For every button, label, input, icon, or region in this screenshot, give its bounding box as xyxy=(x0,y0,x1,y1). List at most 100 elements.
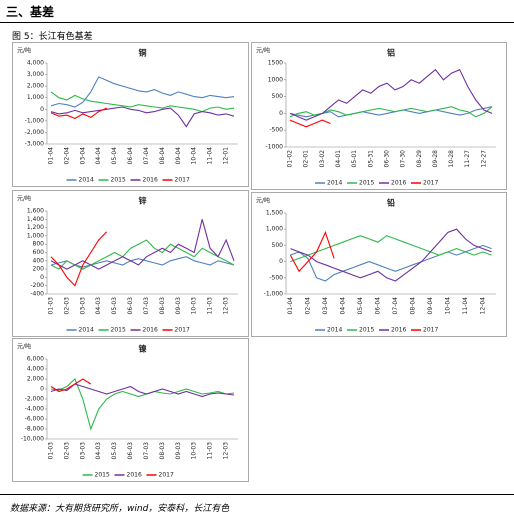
x-tick-label: 07-03 xyxy=(143,297,150,315)
y-tick-label: -8,000 xyxy=(25,426,45,433)
x-tick-label: 01-04 xyxy=(47,147,54,165)
x-tick-label: 06-03 xyxy=(127,297,134,315)
legend-label: 2014 xyxy=(79,327,94,334)
series-line xyxy=(50,239,235,270)
chart-title: 铅 xyxy=(386,198,395,208)
legend-label: 2015 xyxy=(359,180,374,187)
y-tick-label: 0 xyxy=(279,258,283,265)
footer-rule xyxy=(0,494,514,495)
x-tick-label: 07-04 xyxy=(392,297,399,315)
x-tick-label: 11-04 xyxy=(462,297,469,315)
y-tick-label: 4,000 xyxy=(27,60,44,67)
series-line xyxy=(50,106,235,128)
legend-label: 2017 xyxy=(423,180,438,187)
y-axis-label: 元/吨 xyxy=(17,343,31,351)
y-tick-label: -1,000 xyxy=(25,117,45,124)
chart: 铅 元/吨 -1,000 -500 0 500 1,000 1,500 01-04 02-04 03… xyxy=(256,197,496,334)
y-tick-label: 1,000 xyxy=(27,94,44,101)
x-tick-label: 03-03 xyxy=(79,297,86,315)
x-tick-label: 12-04 xyxy=(479,297,486,315)
legend-label: 2016 xyxy=(143,177,158,184)
x-tick-label: 12-03 xyxy=(223,442,230,460)
series-line xyxy=(50,256,235,268)
series-line xyxy=(289,68,493,121)
y-tick-label: -200 xyxy=(30,282,44,289)
series-line xyxy=(290,235,492,263)
y-tick-label: 1,000 xyxy=(27,232,44,239)
x-tick-label: 10-03 xyxy=(191,297,198,315)
legend-label: 2015 xyxy=(359,327,374,334)
x-tick-label: 06-30 xyxy=(383,150,390,168)
series-line xyxy=(289,230,335,273)
y-axis-label: 元/吨 xyxy=(256,197,270,205)
y-tick-label: 6,000 xyxy=(27,356,44,363)
y-tick-label: -500 xyxy=(269,274,283,281)
y-tick-label: -4,000 xyxy=(25,406,45,413)
y-tick-label: 2,000 xyxy=(27,376,44,383)
y-tick-label: 500 xyxy=(272,93,284,100)
header-rule xyxy=(0,22,514,23)
chart: 铜 元/吨 -3,000 -2,000 -1,000 0 1,000 2,000 3,000 4,… xyxy=(17,47,238,184)
panel: 铅 元/吨 -1,000 -500 0 500 1,000 1,500 01-04 02-04 03… xyxy=(251,192,507,337)
x-tick-label: 07-03 xyxy=(143,442,150,460)
x-tick-label: 12-27 xyxy=(480,150,487,168)
chart-title: 铜 xyxy=(139,48,147,58)
x-tick-label: 04-01 xyxy=(335,150,342,168)
x-tick-label: 09-04 xyxy=(427,297,434,315)
x-tick-label: 05-04 xyxy=(111,147,118,165)
legend-label: 2016 xyxy=(391,327,406,334)
panel: 铝 元/吨 -1000 -500 0 500 1000 1500 01-02 02-01 03-02… xyxy=(251,42,507,190)
x-tick-label: 02-03 xyxy=(63,442,70,460)
legend-label: 2015 xyxy=(111,327,126,334)
x-tick-label: 01-02 xyxy=(287,150,294,168)
y-tick-label: -2,000 xyxy=(25,396,45,403)
x-tick-label: 05-04 xyxy=(357,297,364,315)
series-line xyxy=(289,106,493,118)
chart: 镍 元/吨 -10,000 -8,000 -6,000 -4,000 -2,000 0 2,00… xyxy=(17,343,238,479)
x-tick-label: 05-03 xyxy=(111,297,118,315)
y-tick-label: -500 xyxy=(269,127,283,134)
panel: 镍 元/吨 -10,000 -8,000 -6,000 -4,000 -2,000 0 2,00… xyxy=(12,338,249,482)
legend-label: 2016 xyxy=(143,327,158,334)
y-tick-label: 500 xyxy=(272,242,284,249)
source: 数据来源：大有期货研究所，wind，安泰科，长江有色 xyxy=(10,504,230,514)
legend-label: 2015 xyxy=(95,472,110,479)
x-tick-label: 04-04 xyxy=(95,147,102,165)
y-axis-label: 元/吨 xyxy=(17,195,31,203)
series-line xyxy=(50,231,108,287)
y-tick-label: 800 xyxy=(33,241,45,248)
y-tick-label: 1000 xyxy=(268,76,283,83)
y-tick-label: 200 xyxy=(33,266,45,273)
x-tick-label: 05-01 xyxy=(351,150,358,168)
legend-label: 2014 xyxy=(327,327,342,334)
x-tick-label: 08-03 xyxy=(159,297,166,315)
series-line xyxy=(50,76,235,108)
y-tick-label: -3,000 xyxy=(25,141,45,148)
series-line xyxy=(50,219,235,270)
x-tick-label: 10-28 xyxy=(448,150,455,168)
x-tick-label: 10-03 xyxy=(191,442,198,460)
x-tick-label: 06-03 xyxy=(127,442,134,460)
x-tick-label: 07-04 xyxy=(143,147,150,165)
series-line xyxy=(50,91,235,113)
x-tick-label: 09-03 xyxy=(175,297,182,315)
x-tick-label: 01-03 xyxy=(47,297,54,315)
x-tick-label: 04-03 xyxy=(95,297,102,315)
figure-title: 图 5：长江有色基差 xyxy=(12,32,93,42)
x-tick-label: 09-28 xyxy=(432,150,439,168)
series-line xyxy=(50,378,235,431)
y-tick-label: 1,600 xyxy=(27,208,44,215)
x-tick-label: 08-03 xyxy=(159,442,166,460)
panel: 铜 元/吨 -3,000 -2,000 -1,000 0 1,000 2,000 3,000 4,… xyxy=(12,42,249,187)
y-tick-label: 1500 xyxy=(268,60,283,67)
y-tick-label: 600 xyxy=(33,249,45,256)
legend-label: 2017 xyxy=(423,327,438,334)
legend-label: 2014 xyxy=(327,180,342,187)
y-tick-label: 400 xyxy=(33,257,45,264)
x-tick-label: 03-04 xyxy=(322,297,329,315)
x-tick-label: 02-04 xyxy=(304,297,311,315)
x-tick-label: 09-04 xyxy=(175,147,182,165)
x-tick-label: 03-02 xyxy=(319,150,326,168)
x-tick-label: 11-03 xyxy=(207,297,214,315)
y-tick-label: 4,000 xyxy=(27,366,44,373)
